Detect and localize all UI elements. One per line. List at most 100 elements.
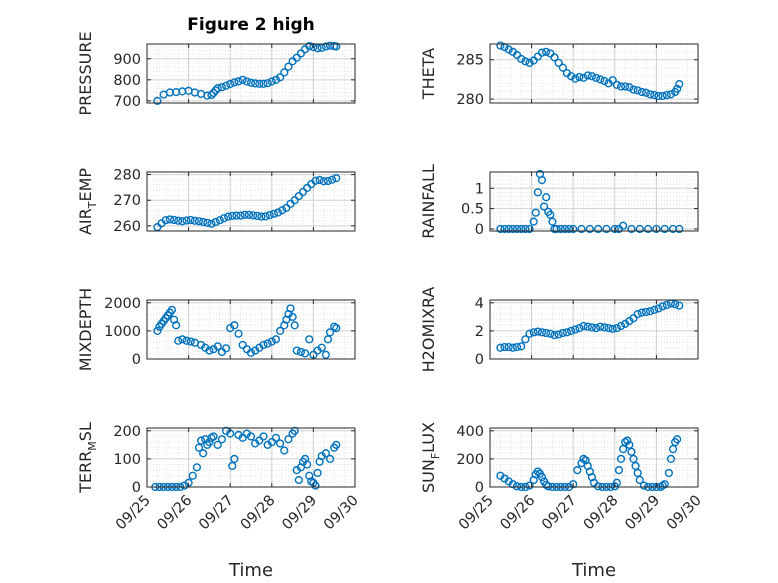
data-point [525,481,534,490]
data-point [517,54,526,64]
data-point [276,73,285,82]
data-point [521,224,530,234]
data-point [213,342,222,351]
data-point [284,435,293,444]
data-point [619,444,628,454]
data-point [643,224,653,234]
data-point [531,208,540,217]
data-point [594,482,603,491]
data-point [583,71,592,80]
data-point [537,48,547,57]
data-point [600,323,609,332]
data-point [219,214,229,223]
y-tick-label: 285 [456,53,484,69]
axes-box [489,427,699,488]
data-point [236,211,245,220]
data-point [292,53,301,62]
data-point [612,80,621,90]
y-axis-label: H2OMIXRA [419,287,438,373]
data-point [529,328,538,337]
data-point [562,328,572,337]
plot-h2omixra: 0 2 4 H2OMIXRA [419,287,699,373]
data-point [533,467,542,476]
data-point [298,187,308,197]
axes-background [490,428,698,487]
data-point [246,78,256,87]
data-point [209,432,218,441]
data-point [629,454,638,464]
y-tick-label: 400 [456,424,484,440]
y-tick-label: 200 [456,452,484,468]
data-point [182,216,191,225]
axes-box [146,299,356,360]
data-series [496,169,684,234]
data-point [207,90,216,100]
data-point [508,480,517,489]
plot-pressure: 700 800 900 PRESSURE [76,31,356,116]
data-point [575,323,584,333]
data-point [234,77,243,86]
data-point [508,343,517,352]
y-axis-label: TERRMSL [76,422,99,494]
data-point [496,343,505,352]
data-point [635,475,644,485]
data-point [512,342,522,352]
data-point [579,73,588,82]
data-point [517,224,526,234]
data-point [633,86,642,95]
data-point [552,224,561,234]
data-point [504,342,513,352]
data-point [217,435,226,444]
data-point [273,208,283,217]
data-point [153,326,162,336]
axes-box [146,43,356,104]
data-point [271,335,281,344]
data-point [188,471,197,480]
data-point [167,305,177,314]
data-point [635,224,644,234]
data-point [290,196,299,205]
data-point [238,340,247,350]
data-point [619,221,628,230]
data-point [317,343,326,352]
data-point [288,312,297,321]
x-axis-label-left: Time [228,560,273,581]
data-point [178,217,187,226]
y-tick-label: 270 [113,193,141,209]
data-point [658,302,667,311]
data-point [567,72,576,81]
data-point [305,335,314,344]
data-point [673,435,682,444]
data-point [292,346,301,355]
data-point [567,326,576,336]
data-point [583,322,592,331]
data-point [504,45,513,54]
data-point [573,466,582,475]
y-tick-label: 700 [113,94,141,110]
data-point [296,347,306,357]
data-point [525,329,534,338]
y-tick-label: 280 [113,168,141,184]
data-point [161,216,170,225]
data-point [224,212,233,221]
data-point [602,224,611,234]
data-point [521,335,530,344]
data-point [207,219,216,228]
data-point [558,328,567,338]
data-point [271,433,281,442]
plot-rainfall: 0 0.5 1 RAINFALL [419,164,699,239]
data-series [496,299,684,352]
data-point [269,209,278,218]
data-point [629,314,638,323]
data-point [203,218,212,227]
data-point [664,468,673,478]
data-point [637,308,646,317]
data-point [238,75,247,84]
y-tick-label: 0 [132,480,141,496]
plot-air-temp: 260 270 280 AIRTEMP [76,168,356,235]
data-point [213,84,222,93]
data-point [600,76,609,86]
y-axis-label: AIRTEMP [76,168,99,235]
data-point [550,331,559,340]
